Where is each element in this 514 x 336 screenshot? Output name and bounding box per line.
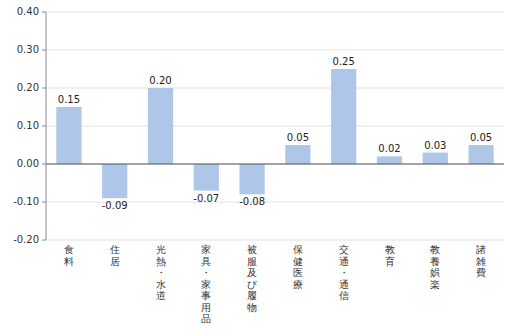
x-tick-label: 教育	[385, 244, 395, 267]
x-tick-label: 家具・家事用品	[201, 244, 211, 324]
x-tick-line: 用	[201, 302, 211, 313]
x-tick-line: 物	[247, 302, 257, 313]
x-tick-label: 保健医療	[293, 244, 303, 290]
x-tick-line: 療	[293, 279, 303, 290]
x-tick-line: 被	[247, 244, 257, 255]
grid-line	[46, 12, 504, 13]
x-tick-line: 住	[110, 244, 120, 255]
x-tick-label: 住居	[110, 244, 120, 267]
data-label: 0.20	[149, 75, 171, 86]
bar	[331, 69, 356, 164]
x-tick-line: 通	[339, 279, 349, 290]
x-tick-line: 雑	[476, 256, 486, 267]
x-tick-line: 水	[156, 279, 166, 290]
x-tick-line: 家	[201, 244, 211, 255]
y-tick-label: 0.10	[17, 120, 39, 131]
bar	[423, 153, 448, 164]
chart: -0.20 -0.10 0.00 0.10 0.20 0.30 0.40 0.15 -0.09 0…	[0, 0, 514, 336]
x-tick-line: 家	[201, 279, 211, 290]
x-tick-line: ・	[339, 267, 349, 278]
x-tick-line: 道	[156, 290, 166, 301]
x-tick-line: 諸	[476, 244, 486, 255]
bar	[56, 107, 81, 164]
grid-line	[46, 126, 504, 127]
x-tick-line: 楽	[430, 279, 440, 290]
x-tick-line: 交	[339, 244, 349, 255]
data-label: -0.07	[193, 193, 219, 204]
x-tick-line: ・	[156, 267, 166, 278]
zero-line	[46, 164, 504, 165]
bar	[469, 145, 494, 164]
x-tick-line: 居	[110, 256, 120, 267]
tick-mark	[42, 126, 46, 127]
x-tick-line: ・	[201, 267, 211, 278]
y-tick-label: 0.40	[17, 6, 39, 17]
x-tick-label: 被服及び履物	[247, 244, 258, 313]
y-tick-label: -0.10	[13, 196, 39, 207]
tick-mark	[42, 240, 46, 241]
x-tick-label: 光熱・水道	[156, 244, 166, 301]
grid	[42, 12, 504, 240]
data-label: 0.02	[378, 143, 400, 154]
tick-mark	[42, 202, 46, 203]
data-label: -0.09	[102, 200, 128, 211]
data-label: 0.05	[470, 132, 492, 143]
x-tick-line: 保	[293, 244, 303, 255]
tick-mark	[42, 88, 46, 89]
x-tick-line: 養	[430, 256, 440, 267]
x-tick-line: 教	[430, 244, 440, 255]
x-tick-label: 諸雑費	[476, 244, 486, 278]
y-axis-line	[46, 12, 47, 240]
x-tick-line: 料	[64, 256, 74, 267]
bar	[102, 164, 127, 198]
bar	[240, 164, 265, 194]
x-tick-line: 食	[64, 244, 74, 255]
x-tick-line: 光	[156, 244, 166, 255]
x-tick-line: 事	[201, 290, 211, 301]
y-tick-label: -0.20	[13, 234, 39, 245]
x-tick-line: 具	[201, 256, 211, 267]
x-tick-label: 食料	[64, 244, 74, 267]
tick-mark	[42, 50, 46, 51]
x-tick-line: 教	[385, 244, 395, 255]
x-tick-line: 履	[247, 290, 257, 301]
x-tick-line: 信	[339, 290, 349, 301]
bar	[148, 88, 173, 164]
bar	[194, 164, 219, 191]
y-tick-label: 0.30	[17, 44, 39, 55]
x-tick-label: 交通・通信	[339, 244, 349, 301]
x-tick-line: 通	[339, 256, 349, 267]
x-tick-line: 健	[293, 256, 303, 267]
data-label: 0.15	[58, 94, 80, 105]
tick-mark	[42, 12, 46, 13]
x-tick-label: 教養娯楽	[430, 244, 440, 290]
x-tick-line: 品	[201, 313, 211, 324]
x-tick-line: 医	[293, 267, 303, 278]
data-label: 0.05	[287, 132, 309, 143]
x-tick-line: 娯	[430, 267, 440, 278]
data-label: 0.03	[424, 140, 446, 151]
x-tick-line: 育	[385, 256, 395, 267]
grid-line	[46, 50, 504, 51]
x-tick-line: 及	[247, 267, 257, 278]
x-tick-line: び	[247, 279, 258, 290]
x-tick-line: 熱	[156, 256, 166, 267]
data-label: -0.08	[239, 196, 265, 207]
tick-mark	[42, 164, 46, 165]
grid-line	[46, 88, 504, 89]
x-tick-line: 服	[247, 256, 257, 267]
bar	[285, 145, 310, 164]
grid-line	[46, 240, 504, 241]
grid-line	[46, 164, 504, 165]
bar	[377, 156, 402, 164]
y-tick-label: 0.20	[17, 82, 39, 93]
x-tick-line: 費	[476, 267, 486, 278]
bars	[56, 69, 493, 198]
y-tick-label: 0.00	[17, 158, 39, 169]
data-label: 0.25	[333, 56, 355, 67]
